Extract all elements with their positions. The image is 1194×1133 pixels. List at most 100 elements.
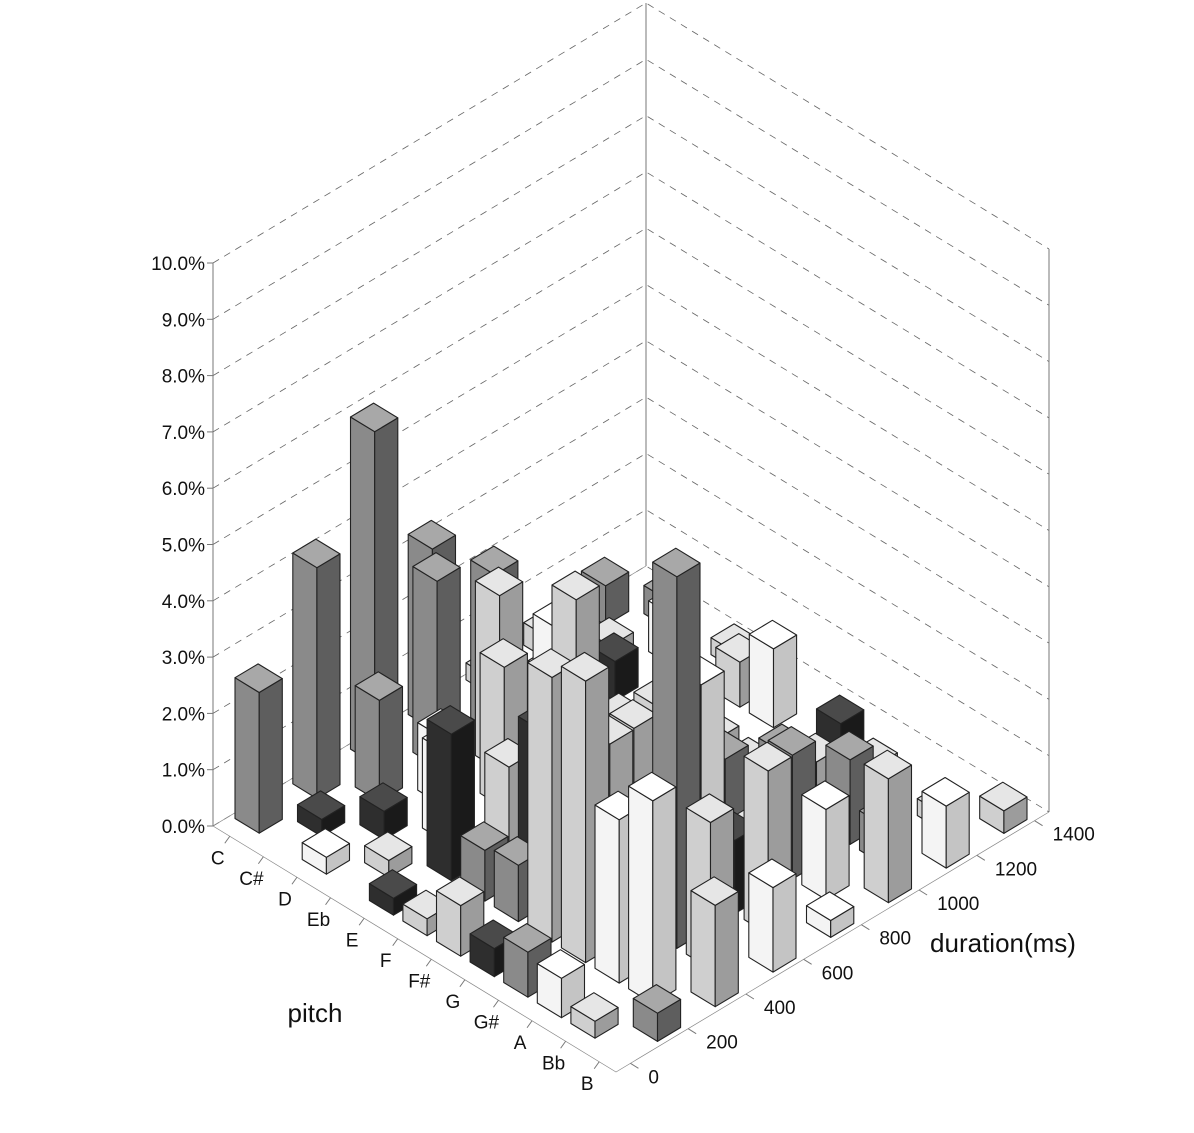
bar-top-face — [368, 869, 418, 899]
y-axis-title: pitch — [288, 998, 343, 1028]
z-tick-label: 2.0% — [162, 704, 205, 725]
bar-top-face — [921, 776, 970, 807]
duration-tick-label: 600 — [822, 963, 854, 984]
bar — [863, 749, 913, 904]
bar-front-face — [748, 633, 775, 729]
bar — [536, 949, 586, 1019]
pitch-tick-label: C — [211, 848, 225, 869]
pitch-tick — [257, 856, 264, 865]
duration-tick — [976, 854, 986, 861]
bar-top-face — [685, 793, 735, 824]
z-tick-label: 1.0% — [162, 761, 205, 782]
bar-side-face — [714, 890, 739, 1008]
bar — [570, 992, 619, 1039]
bar-top-face — [767, 726, 817, 756]
pitch-tick — [526, 1020, 533, 1029]
z-tick-label: 5.0% — [162, 536, 205, 557]
pitch-tick — [425, 958, 432, 967]
pitch-tick-label: D — [278, 889, 292, 910]
z-tick-label: 3.0% — [162, 648, 205, 669]
bar — [921, 776, 970, 869]
bar — [690, 876, 739, 1008]
duration-tick-label: 400 — [764, 998, 796, 1019]
bar-side-face — [258, 678, 283, 834]
z-gridline — [212, 2, 1050, 264]
z-gridline — [212, 284, 1050, 545]
z-tick-label: 10.0% — [151, 254, 205, 275]
grid-layer — [207, 2, 1050, 1073]
z-gridline — [212, 565, 1050, 827]
pitch-tick-label: F — [380, 951, 392, 972]
bar-front-face — [426, 718, 452, 882]
pitch-tick-label: B — [581, 1074, 594, 1095]
pitch-tick — [325, 897, 331, 906]
bar-top-face — [407, 519, 457, 550]
bar-top-face — [801, 780, 850, 811]
duration-tick — [745, 993, 755, 1000]
z-tick-label: 8.0% — [162, 367, 205, 388]
pitch-tick-label: Bb — [542, 1053, 565, 1074]
bar — [805, 891, 855, 938]
bar-top-face — [652, 547, 701, 578]
bar-top-face — [690, 876, 739, 906]
z-gridline — [212, 171, 1050, 433]
duration-tick-label: 200 — [706, 1033, 738, 1054]
bar-top-face — [863, 749, 913, 780]
bar-top-face — [426, 705, 475, 735]
bar-top-face — [234, 663, 283, 694]
bar-front-face — [292, 552, 318, 800]
bar-front-face — [748, 872, 774, 973]
bar — [301, 828, 351, 875]
bar-front-face — [863, 763, 889, 904]
duration-tick — [803, 958, 812, 965]
bar-top-face — [474, 566, 524, 597]
z-gridline — [212, 452, 1050, 714]
bar-front-face — [354, 685, 380, 803]
bar-top-face — [364, 831, 413, 862]
bar-top-face — [536, 949, 586, 979]
bar-side-face — [316, 553, 341, 800]
bar-top-face — [815, 694, 865, 725]
bar-front-face — [628, 785, 654, 1005]
bar-top-face — [748, 619, 798, 650]
z-tick-label: 6.0% — [162, 479, 205, 500]
bar-top-face — [825, 730, 874, 761]
pitch-tick — [560, 1040, 567, 1049]
bar-top-face — [479, 638, 528, 668]
bar — [748, 858, 797, 973]
bar — [801, 780, 850, 901]
bar-top-face — [628, 771, 677, 802]
z-gridline — [212, 227, 1050, 489]
bar-top-face — [743, 741, 792, 772]
bar-front-face — [594, 804, 620, 984]
bar-front-face — [801, 794, 827, 901]
pitch-tick — [459, 979, 466, 988]
duration-tick-label: 800 — [879, 929, 911, 950]
bar — [359, 782, 408, 841]
z-gridline — [212, 340, 1050, 602]
bar-top-face — [560, 651, 610, 682]
bar-top-face — [979, 781, 1028, 812]
bar — [364, 831, 413, 878]
labels-layer: duration(ms) pitch 0.0% 1.0% 2.0% 3.0% 4.0% 5… — [151, 254, 1095, 1095]
bar — [354, 671, 404, 803]
pitch-tick-label: G# — [474, 1012, 500, 1033]
bar-top-face — [354, 671, 404, 701]
bar-top-face — [632, 984, 682, 1014]
bar — [628, 771, 677, 1005]
bar-top-face — [435, 876, 485, 907]
z-tick-label: 0.0% — [162, 817, 205, 838]
bar — [234, 663, 283, 834]
bar — [292, 538, 341, 800]
duration-tick — [1034, 820, 1043, 827]
bar-top-face — [296, 790, 346, 821]
z-gridline — [212, 509, 1050, 771]
duration-tick-label: 1000 — [937, 894, 979, 915]
duration-tick-label: 0 — [648, 1067, 659, 1088]
bar-top-face — [748, 858, 797, 889]
z-tick-label: 7.0% — [162, 423, 205, 444]
bar-front-face — [560, 665, 587, 964]
pitch-tick-label: G — [445, 992, 460, 1013]
z-gridline — [212, 396, 1050, 658]
